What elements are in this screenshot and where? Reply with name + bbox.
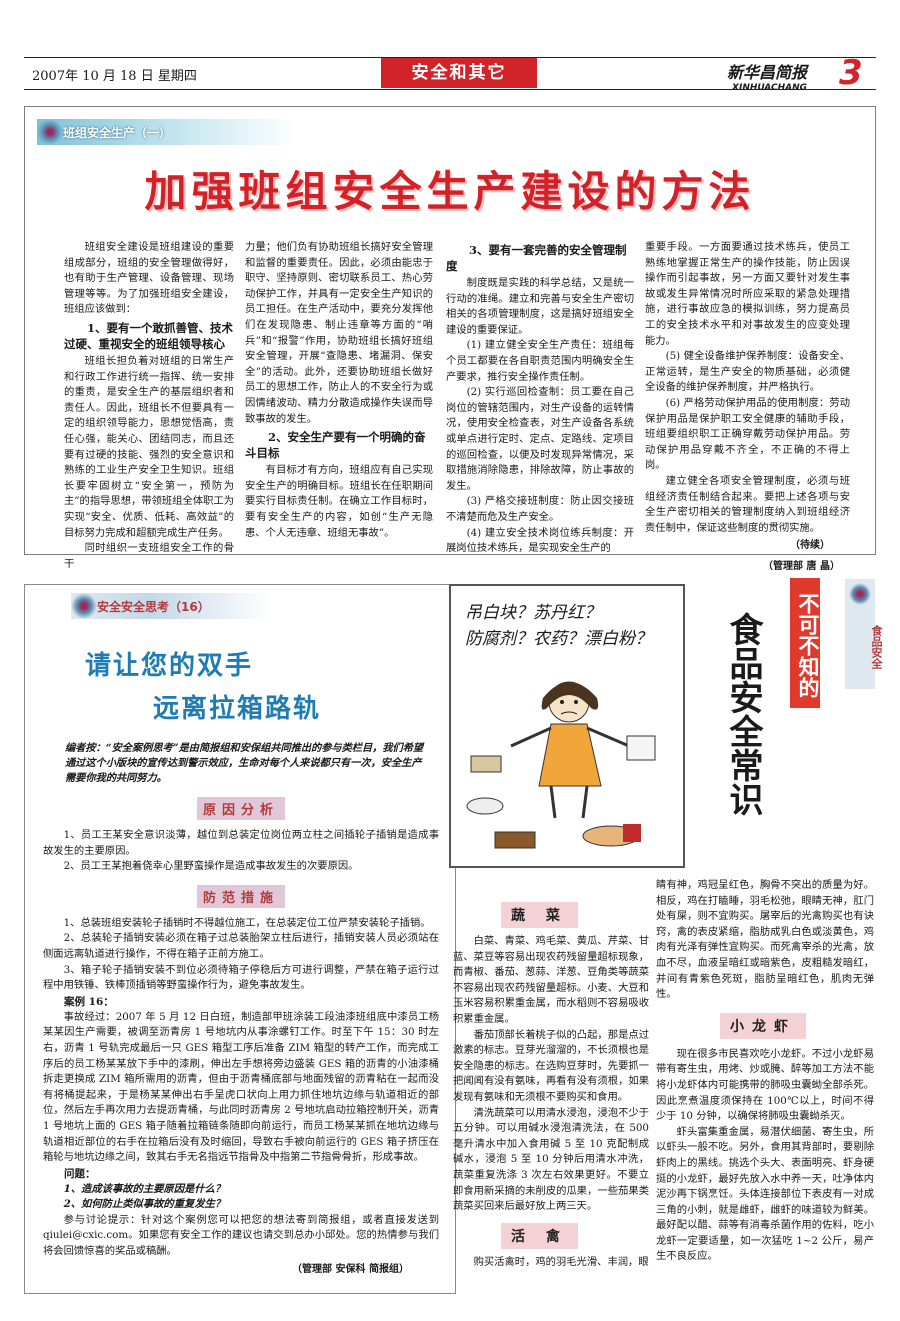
discussion-text: 参与讨论提示：针对这个案例您可以把您的想法寄到简报组，或者直接发送到 qiule… [43, 1213, 439, 1258]
veg-paragraph: 番茄顶部长着桃子似的凸起，那是点过激素的标志。豆芽光溜溜的，不长须根也是安全隐患… [453, 1028, 649, 1103]
section-title: 安全和其它 [381, 58, 537, 88]
case-series-banner: 安全安全思考（16） [71, 593, 271, 619]
section-heading: 1、要有一个敢抓善管、技术过硬、重视安全的班组领导核心 [64, 320, 234, 351]
question-item: 1、造成该事故的主要原因是什么？ [63, 1182, 226, 1195]
case-byline: （管理部 安保科 简报组） [292, 1263, 409, 1275]
paragraph: (1) 建立健全安全生产责任：班组每个员工都要在各自职责范围内明确安全生产要求，… [446, 339, 634, 383]
food-title-red: 不可不知的 [790, 578, 820, 708]
reason-item: 1、员工王某安全意识淡薄，越位到总装定位岗位两立柱之间插轮子插销是造成事故发生的… [43, 829, 439, 857]
question-item: 2、如何防止类似事故的重复发生？ [63, 1198, 226, 1211]
section-heading: 3、要有一套完善的安全管理制度 [446, 243, 627, 273]
cartoon-caption: 吊白块？苏丹红？ 防腐剂？农药？漂白粉？ [465, 600, 652, 652]
food-col-2: 睛有神，鸡冠呈红色，胸骨不突出的质量为好。相反，鸡在打瞌睡，羽毛松弛，眼睛无神，… [656, 878, 874, 1265]
editor-note: 编者按：“安全案例思考”是由简报组和安保组共同推出的参与类栏目，我们希望通过这个… [65, 742, 424, 784]
top-article: 班组安全生产（一） [24, 106, 876, 555]
top-col-4: 重要手段。一方面要通过技术练兵，使员工熟练地掌握正常生产的操作技能，防止因误操作… [645, 240, 850, 572]
paragraph: 班组安全建设是班组建设的重要组成部分，班组的安全管理做得好，也有助于生产管理、设… [64, 241, 234, 316]
measure-item: 2、总装轮子插销安装必须在箱子过总装胎架立柱后进行，插销安装人员必须站在侧面远离… [43, 932, 439, 960]
reason-list: 1、员工王某安全意识淡薄，越位到总装定位岗位两立柱之间插轮子插销是造成事故发生的… [43, 828, 439, 875]
paragraph: 力量；他们负有协助班组长搞好安全管理和监督的重要责任。因此，必须由能忠于职守、坚… [245, 241, 433, 425]
case-body: 原因分析 1、员工王某安全意识淡薄，越位到总装定位岗位两立柱之间插轮子插销是造成… [43, 795, 439, 1275]
worried-woman-illustration [466, 681, 656, 849]
poultry-text-1: 购买活禽时，鸡的羽毛光滑、丰润，眼 [473, 1255, 649, 1268]
food-title-black: 食品安全常识 [723, 612, 763, 816]
cartoon-line-2: 防腐剂？农药？漂白粉？ [465, 629, 652, 649]
measure-heading: 防范措施 [196, 884, 285, 908]
masthead: 新华昌简报 XINHUACHANG [727, 59, 807, 93]
food-title: 不可不知的 食品安全常识 [723, 578, 820, 863]
flower-icon [37, 119, 63, 145]
paragraph: 建立健全各项安全管理制度，必须与班组经济责任制结合起来。要把上述各项与安全生产密… [645, 474, 850, 534]
case-text: 事故经过：2007 年 5 月 12 日白班，制造部甲班涂装工段油漆班组底中漆员… [43, 1010, 439, 1164]
paragraph: 有目标才有方向，班组应有自己实现安全生产的明确目标。班组长在任职期间要实行目标责… [245, 464, 433, 539]
shrimp-paragraph: 虾头富集重金属，易潜伏细菌、寄生虫，所以虾头一般不吃。另外，食用其背部时，要剔除… [656, 1125, 874, 1263]
paragraph: 制度既是实践的科学总结，又是统一行动的准绳。建立和完善与安全生产密切相关的各项管… [446, 277, 634, 336]
article-title: 加强班组安全生产建设的方法 [144, 167, 756, 216]
food-safety-tab [845, 579, 875, 689]
top-col-2: 力量；他们负有协助班组长搞好安全管理和监督的重要责任。因此，必须由能忠于职守、坚… [245, 240, 433, 541]
poultry-heading: 活 禽 [501, 1222, 578, 1249]
paragraph: (6) 严格劳动保护用品的使用制度：劳动保护用品是保护职工安全健康的辅助手段，班… [645, 396, 850, 472]
paragraph: 重要手段。一方面要通过技术练兵，使员工熟练地掌握正常生产的操作技能，防止因误操作… [645, 241, 850, 347]
shrimp-text: 现在很多市民喜欢吃小龙虾。不过小龙虾易带有寄生虫，用烤、炒或腌、醉等加工方法不能… [656, 1047, 874, 1265]
flower-icon [849, 583, 871, 605]
case-title-line1: 请让您的双手 [85, 651, 254, 681]
veg-text: 白菜、青菜、鸡毛菜、黄瓜、芹菜、甘蓝、菜豆等容易出现农药残留量超标现象，而青椒、… [453, 934, 649, 1215]
reason-item: 2、员工王某抱着侥幸心里野蛮操作是造成事故发生的次要原因。 [63, 860, 359, 873]
measure-item: 3、箱子轮子插销安装不到位必须待箱子停稳后方可进行调整，严禁在箱子运行过程中用铁… [43, 963, 439, 992]
series-label: 班组安全生产（一） [63, 125, 172, 140]
masthead-cn: 新华昌简报 [727, 63, 808, 82]
question-heading: 问题： [64, 1167, 96, 1180]
paragraph: (5) 健全设备维护保养制度：设备安全、正常运转，是生产安全的物质基础，必须健全… [645, 350, 850, 394]
issue-date: 2007年 10 月 18 日 星期四 [32, 69, 197, 84]
veg-heading: 蔬 菜 [501, 902, 578, 928]
paragraph: (4) 建立安全技术岗位练兵制度：开展岗位技术练兵，是实现安全生产的 [446, 526, 634, 555]
paragraph: 班组长担负着对班组的日常生产和行政工作进行统一指挥、统一安排的重责，是安全生产的… [64, 354, 235, 539]
measure-list: 1、总装班组安装轮子插销时不得越位施工，在总装定位工位严禁安装轮子插销。 2、总装… [43, 916, 439, 994]
top-col-3: 3、要有一套完善的安全管理制度制度既是实践的科学总结，又是统一行动的准绳。建立和… [446, 240, 634, 557]
top-byline: （管理部 唐 晶） [763, 561, 840, 573]
paragraph: (3) 严格交接班制度：防止因交接班不清楚而危及生产安全。 [446, 495, 634, 523]
reason-heading: 原因分析 [196, 797, 285, 820]
food-safety-tab-label: 食品安全 [870, 625, 883, 669]
cartoon-line-1: 吊白块？苏丹红？ [465, 603, 601, 623]
page-header: 2007年 10 月 18 日 星期四 安全和其它 新华昌简报 XINHUACH… [24, 53, 876, 93]
top-col-1: 班组安全建设是班组建设的重要组成部分，班组的安全管理做得好，也有助于生产管理、设… [64, 240, 234, 572]
case-heading: 案例 16： [64, 995, 114, 1008]
continued-note: （待续） [790, 540, 830, 552]
case-article: 安全安全思考（16） 请让您的双手 远离拉箱路轨 编者按：“安全案例思考”是由简… [24, 584, 456, 1294]
masthead-en: XINHUACHANG [732, 83, 808, 93]
series-banner: 班组安全生产（一） [37, 119, 297, 145]
cartoon-image: 吊白块？苏丹红？ 防腐剂？农药？漂白粉？ [449, 584, 685, 868]
shrimp-heading: 小龙虾 [720, 1012, 806, 1039]
veg-paragraph: 清洗蔬菜可以用清水浸泡，浸泡不少于五分钟。可以用碱水浸泡清洗法，在 500 毫升… [453, 1106, 649, 1213]
case-series-label: 安全安全思考（16） [97, 599, 210, 614]
paragraph: (2) 实行巡回检查制：员工要在自己岗位的管辖范围内，对生产设备的运转情况，使用… [446, 386, 634, 492]
poultry-text-2: 睛有神，鸡冠呈红色，胸骨不突出的质量为好。相反，鸡在打瞌睡，羽毛松弛，眼睛无神，… [656, 879, 874, 1001]
veg-paragraph: 白菜、青菜、鸡毛菜、黄瓜、芹菜、甘蓝、菜豆等容易出现农药残留量超标现象，而青椒、… [453, 935, 649, 1025]
paragraph: 同时组织一支班组安全工作的骨干 [64, 542, 234, 570]
measure-item: 1、总装班组安装轮子插销时不得越位施工，在总装定位工位严禁安装轮子插销。 [63, 916, 431, 929]
page-number: 3 [839, 53, 863, 93]
section-heading: 2、安全生产要有一个明确的奋斗目标 [245, 430, 426, 461]
case-title-line2: 远离拉箱路轨 [153, 694, 322, 724]
food-col-1: 蔬 菜 白菜、青菜、鸡毛菜、黄瓜、芹菜、甘蓝、菜豆等容易出现农药残留量超标现象，… [453, 902, 649, 1270]
shrimp-paragraph: 现在很多市民喜欢吃小龙虾。不过小龙虾易带有寄生虫，用烤、炒或腌、醉等加工方法不能… [656, 1047, 874, 1123]
flower-icon [71, 593, 97, 619]
question-list: 1、造成该事故的主要原因是什么？ 2、如何防止类似事故的重复发生？ [43, 1182, 439, 1213]
